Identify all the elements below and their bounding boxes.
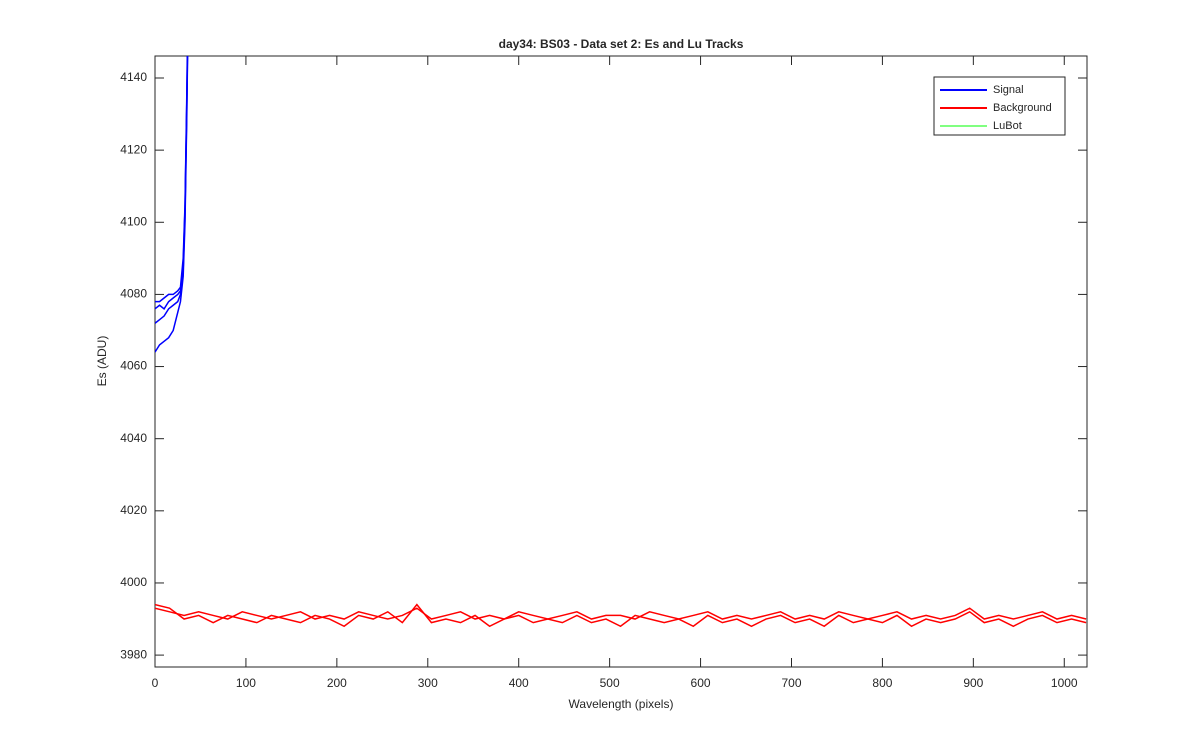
y-tick-label: 4020	[120, 503, 147, 517]
y-tick-label: 4140	[120, 70, 147, 84]
legend	[933, 76, 1066, 136]
y-tick-label: 4000	[120, 575, 147, 589]
y-tick-label: 4080	[120, 287, 147, 301]
legend-label: LuBot	[993, 120, 1022, 132]
x-tick-label: 100	[236, 676, 256, 690]
x-tick-label: 0	[152, 676, 159, 690]
x-tick-label: 400	[509, 676, 529, 690]
legend-label: Background	[993, 102, 1052, 114]
y-axis-label: Es (ADU)	[95, 336, 109, 387]
y-tick-label: 3980	[120, 647, 147, 661]
lines	[155, 56, 1087, 628]
x-tick-label: 200	[327, 676, 347, 690]
chart-title: day34: BS03 - Data set 2: Es and Lu Trac…	[499, 37, 744, 51]
x-tick-label: 500	[600, 676, 620, 690]
y-tick-label: 4100	[120, 214, 147, 228]
x-tick-label: 1000	[1051, 676, 1078, 690]
y-tick-label: 4040	[120, 431, 147, 445]
x-tick-label: 300	[418, 676, 438, 690]
x-tick-label: 600	[691, 676, 711, 690]
series-line	[155, 603, 1087, 628]
series-line	[155, 607, 1087, 620]
y-tick-label: 4060	[120, 359, 147, 373]
x-axis-label: Wavelength (pixels)	[569, 697, 674, 711]
x-tick-label: 700	[781, 676, 801, 690]
x-tick-label: 900	[963, 676, 983, 690]
legend-label: Signal	[993, 84, 1024, 96]
y-tick-label: 4120	[120, 142, 147, 156]
plot-area	[154, 55, 1088, 668]
x-tick-label: 800	[872, 676, 892, 690]
series-line	[155, 56, 189, 303]
